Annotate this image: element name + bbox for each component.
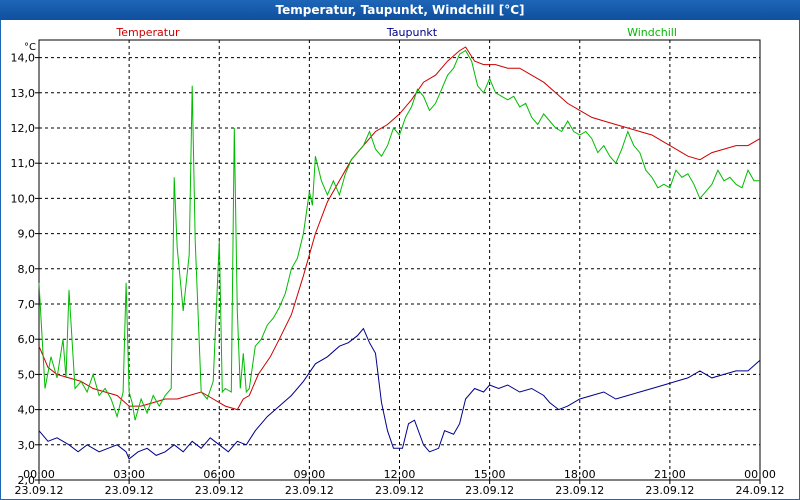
- y-tick-label: 3,0: [18, 439, 36, 452]
- y-tick-label: 12,0: [11, 122, 36, 135]
- y-tick-label: 13,0: [11, 87, 36, 100]
- x-tick-time: 18:00: [564, 468, 596, 481]
- x-tick-date: 23.09.12: [465, 484, 514, 497]
- x-tick-date: 23.09.12: [555, 484, 604, 497]
- window-title: Temperatur, Taupunkt, Windchill [°C]: [0, 0, 800, 20]
- x-tick-time: 21:00: [654, 468, 686, 481]
- y-tick-label: 14,0: [11, 52, 36, 65]
- series-line-taupunkt: [38, 327, 761, 460]
- legend-temperatur: Temperatur: [115, 26, 180, 39]
- x-tick-time: 06:00: [203, 468, 235, 481]
- x-tick-date: 23.09.12: [285, 484, 334, 497]
- x-tick-date: 23.09.12: [195, 484, 244, 497]
- x-tick-time: 15:00: [474, 468, 506, 481]
- y-tick-label: 11,0: [11, 157, 36, 170]
- legend-windchill: Windchill: [627, 26, 677, 39]
- x-tick-date: 23.09.12: [375, 484, 424, 497]
- x-tick-time: 00:00: [744, 468, 776, 481]
- temperature-chart: 2,0 3,0 4,0 5,0 6,0 7,0 8,0 9,0 10,0 11,0 12,0 13,0…: [11, 26, 785, 497]
- y-axis: 2,0 3,0 4,0 5,0 6,0 7,0 8,0 9,0 10,0 11,0 12,0 13,0…: [11, 52, 39, 487]
- x-tick-date: 23.09.12: [15, 484, 64, 497]
- x-tick-date: 23.09.12: [105, 484, 154, 497]
- legend-taupunkt: Taupunkt: [386, 26, 438, 39]
- series-line-windchill: [38, 49, 760, 421]
- y-tick-label: 9,0: [18, 228, 36, 241]
- x-tick-time: 03:00: [113, 468, 145, 481]
- y-tick-label: 2,0: [18, 474, 36, 487]
- series-line-temperatur: [38, 46, 761, 411]
- x-tick-time: 09:00: [294, 468, 326, 481]
- grid: [39, 40, 760, 480]
- y-tick-label: 7,0: [18, 298, 36, 311]
- y-tick-label: 5,0: [18, 368, 36, 381]
- legend: Temperatur Taupunkt Windchill: [115, 26, 677, 39]
- y-tick-label: 6,0: [18, 333, 36, 346]
- y-tick-label: 4,0: [18, 404, 36, 417]
- x-axis: 00:00 23.09.12 03:00 23.09.12 06:00 23.09.12 0…: [15, 468, 785, 497]
- series: [38, 46, 761, 460]
- y-tick-label: 8,0: [18, 263, 36, 276]
- x-tick-date: 23.09.12: [645, 484, 694, 497]
- y-axis-unit: °C: [24, 42, 36, 53]
- x-tick-time: 12:00: [384, 468, 416, 481]
- x-tick-date: 24.09.12: [736, 484, 785, 497]
- y-tick-label: 10,0: [11, 192, 36, 205]
- x-tick-time: 00:00: [23, 468, 55, 481]
